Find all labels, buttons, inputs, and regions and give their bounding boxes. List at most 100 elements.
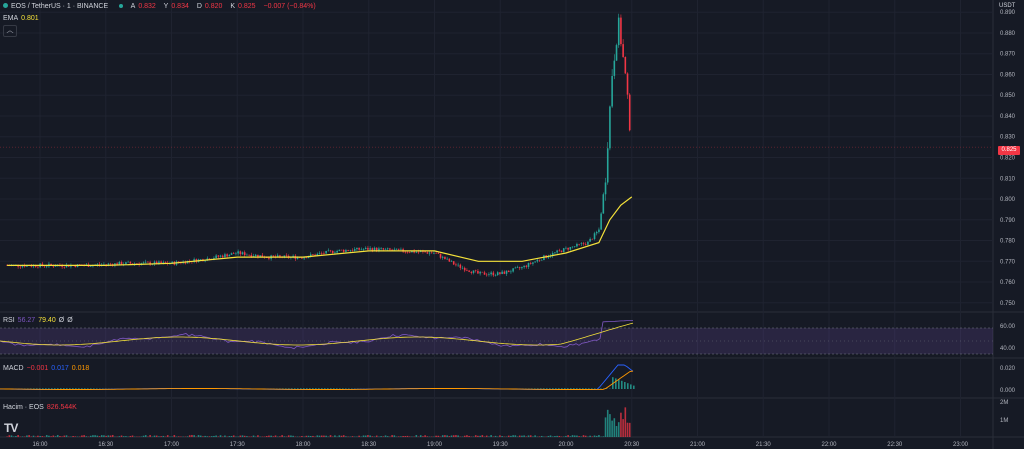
candle-body [237,251,239,254]
macd-bar [540,388,542,389]
candle [598,227,600,234]
candle [444,256,446,260]
candle [626,72,629,99]
candle [494,273,497,277]
candle [459,263,462,271]
price-tick-label: 0.860 [1000,72,1016,78]
volume-bar [485,435,488,437]
candle-body [268,257,270,259]
macd-bar [282,388,284,389]
candle [474,269,477,273]
ema-legend[interactable]: EMA 0.801 [3,15,39,22]
candle-body [578,243,580,245]
candle-body [358,247,360,250]
candle-body [483,272,486,275]
price-tick-label: 0.790 [1000,218,1016,224]
candle [193,257,195,264]
candle-body [514,267,517,269]
volume-bar [466,435,468,437]
candle-body [492,272,495,276]
candle [514,266,517,269]
macd-bar [318,388,320,389]
candle [400,247,402,250]
volume-bar [292,435,294,437]
currency-label[interactable]: USDT [999,3,1016,9]
candle-body [461,267,464,269]
macd-bar [342,388,344,389]
volume-bar [419,435,422,437]
candle-body [303,257,305,259]
candle [463,266,466,273]
candle [408,251,411,254]
ohlc-open: A 0.832 [130,3,156,10]
time-tick-label: 19:30 [493,442,509,448]
candle-body [567,247,569,250]
symbol-title[interactable]: EOS / TetherUS · 1 · BINANCE [11,3,109,10]
volume-bar [208,436,211,437]
volume-bar [228,436,231,437]
volume-bar [406,435,409,437]
volume-bar [576,435,578,437]
volume-bar [529,435,532,437]
tradingview-logo[interactable]: TV [4,421,18,435]
candle [461,265,464,270]
price-tick-label: 0.810 [1000,176,1016,182]
candle [595,230,598,236]
volume-bar [81,435,83,437]
candle-body [325,250,327,254]
macd-bar [627,383,629,389]
macd-bar [66,388,68,389]
candle-body [444,256,446,260]
volume-bar [32,435,35,437]
candle [622,39,624,58]
candle [215,254,217,259]
candle-body [116,263,118,265]
candle-body [327,250,330,252]
candle [584,242,587,246]
candle-body [501,271,503,275]
volume-bar [426,436,429,437]
volume-bar [444,435,446,437]
candle-body [404,251,407,253]
macd-bar [630,384,632,389]
candle-body [529,262,532,264]
candle-body [415,251,418,253]
candle-body [265,257,268,259]
candle-body [584,244,587,245]
candle [602,192,605,214]
macd-bar [63,388,65,389]
macd-bar [291,388,293,389]
volume-bar [527,435,530,437]
volume-bar [340,435,343,437]
candle-body [595,232,598,234]
candle [565,246,567,250]
candle-body [336,250,338,253]
volume-bar [89,435,92,437]
candle-body [63,266,66,268]
candle-body [560,250,563,253]
time-tick-label: 17:30 [230,442,246,448]
volume-bar [593,435,596,437]
candle-body [507,270,510,273]
macd-legend[interactable]: MACD −0.001 0.017 0.018 [3,365,90,372]
volume-bar [15,436,17,437]
macd-bar [54,388,56,389]
candle-body [593,233,596,240]
volume-bar [92,435,94,437]
volume-bar [8,435,11,437]
volume-legend[interactable]: Hacim · EOS 826.544K [3,404,77,411]
ohlc-low: D 0.820 [196,3,223,10]
rsi-tick-label: 40.00 [1000,346,1016,352]
chevron-up-icon[interactable]: ︿ [3,25,17,37]
volume-bar [309,435,312,437]
macd-bar [348,388,350,389]
candle [628,93,631,132]
rsi-legend[interactable]: RSI 56.27 79.40 Ø Ø [3,317,73,324]
volume-bar [215,435,217,437]
volume-bar [441,435,444,437]
candle-body [360,249,363,251]
candle [100,263,103,267]
candle-body [459,264,462,268]
candle-body [556,250,558,253]
